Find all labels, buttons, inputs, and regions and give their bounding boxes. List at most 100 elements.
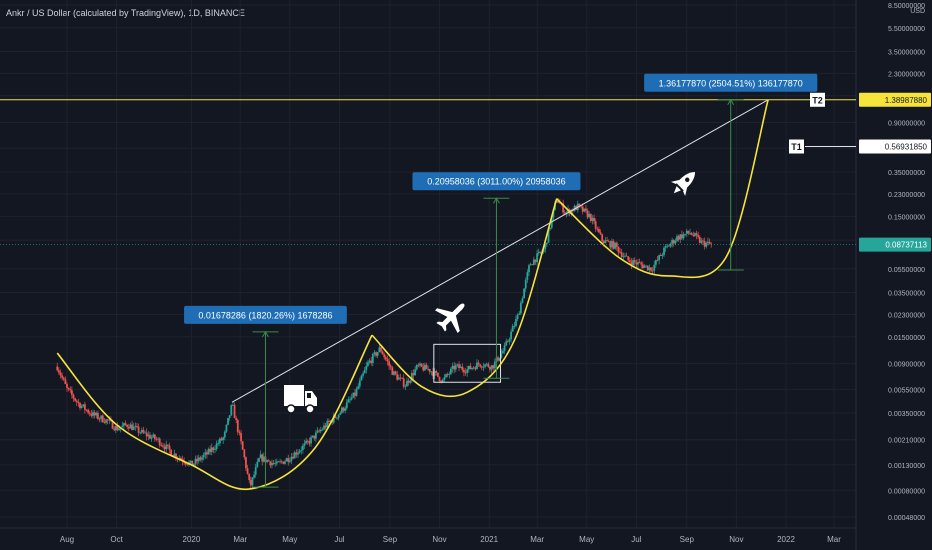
candle-body [140,429,143,433]
y-tick-label: 0.00210000 [888,438,925,445]
candle-body [375,352,377,356]
candle-body [532,259,535,265]
candle-body [61,375,64,378]
candle-body [710,243,713,245]
y-tick-label: 8.50000000 [888,3,925,10]
candle-body [698,237,701,243]
candle-body [528,265,530,273]
candle-body [658,255,661,261]
candle-body [337,414,340,418]
candle-body [381,351,384,355]
candle-body [336,417,338,419]
candle-body [329,420,332,422]
y-tick-label: 0.90000000 [888,121,925,128]
candle-body [365,365,368,370]
candle-body [482,366,485,368]
candle-body [311,435,314,438]
candle-body [293,452,296,459]
candle-body [205,452,208,455]
candle-body [227,417,229,425]
candle-body [79,403,81,409]
x-tick-label: 2020 [183,535,201,544]
candle-body [389,365,392,368]
candle-body [326,420,329,428]
candle-body [166,444,169,446]
candle-body [549,227,552,229]
candle-body [521,298,524,303]
candle-body [173,453,176,457]
candle-body [547,228,550,243]
y-tick-label: 0.00080000 [888,488,925,495]
candle-body [464,372,467,374]
measure-box [184,305,347,324]
candle-body [497,357,499,361]
candle-body [160,445,163,447]
candle-body [445,374,447,378]
candle-body [222,437,225,441]
candle-body [393,371,395,375]
candle-body [459,366,462,369]
candle-body [305,440,308,444]
candle-body [667,245,670,247]
candle-body [300,450,303,451]
measure-arrow [262,330,269,338]
candle-body [83,404,86,410]
candle-body [663,247,665,255]
candle-body [358,380,361,387]
candle-body [168,445,171,450]
candle-body [121,425,124,428]
candle-body [344,408,347,411]
y-tick-label: 0.00048000 [888,515,925,522]
candle-body [101,415,104,423]
candle-body [648,267,651,271]
candle-body [479,364,482,367]
x-tick-label: Sep [383,535,398,544]
candle-body [238,432,241,434]
y-tick-label: 3.50000000 [888,49,925,56]
candle-body [82,404,85,407]
candle-body [261,454,264,462]
candle-body [384,357,387,360]
candle-body [625,255,628,257]
y-tick-label: 0.03500000 [888,290,925,297]
y-tick-label: 0.02300000 [888,312,925,319]
candle-body [485,363,488,365]
candle-body [619,252,621,254]
candle-body [558,202,561,204]
candle-body [489,367,491,370]
candle-body [70,390,73,395]
candle-body [290,456,293,461]
candle-body [406,380,408,387]
candle-body [267,460,270,462]
candle-body [435,370,438,373]
candle-body [378,347,381,353]
candle-body [98,418,101,420]
candle-body [212,447,215,450]
candle-body [539,251,542,253]
candle-body [510,331,512,340]
candle-body [484,364,486,367]
candle-body [66,384,68,389]
candle-body [697,235,700,238]
candle-body [620,252,623,257]
candle-body [669,243,672,247]
candle-body [240,433,242,442]
candle-body [319,429,322,432]
candle-body [410,373,413,381]
measure-arrow [727,98,735,106]
candle-body [75,400,78,402]
candle-body [628,260,631,263]
candle-body [59,372,62,376]
candle-body [67,388,70,390]
candle-body [423,364,426,371]
candle-body [570,209,573,215]
candle-body [254,467,257,475]
candle-body [537,251,540,254]
candle-body [184,462,187,465]
candle-body [314,432,317,439]
candle-body [324,425,327,428]
candle-body [456,364,459,366]
candle-body [469,365,472,370]
x-tick-label: Mar [530,535,544,544]
